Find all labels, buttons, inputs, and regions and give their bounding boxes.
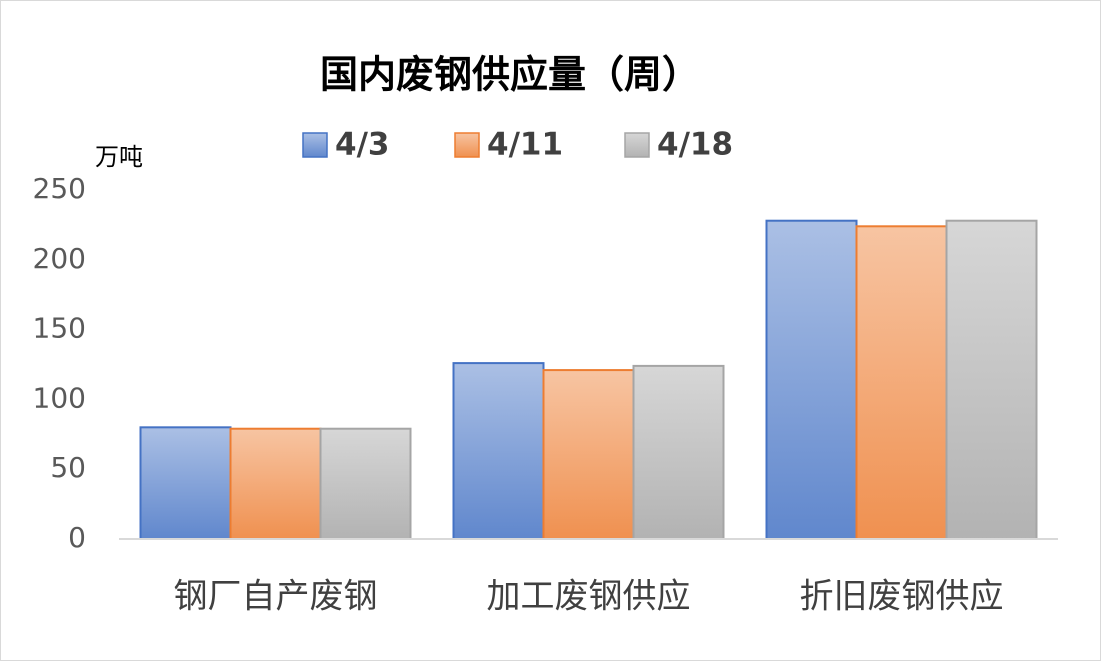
bar <box>542 369 635 541</box>
bar <box>765 219 858 540</box>
bar <box>632 364 725 540</box>
y-tick-label: 200 <box>33 242 86 275</box>
bar <box>319 427 412 540</box>
chart-title: 国内废钢供应量（周） <box>320 52 700 97</box>
legend-label: 4/18 <box>657 127 733 163</box>
legend-swatch <box>302 132 328 158</box>
y-tick-label: 50 <box>50 451 86 484</box>
legend-label: 4/3 <box>335 127 389 163</box>
x-tick-label: 钢厂自产废钢 <box>174 577 378 617</box>
bar <box>229 427 322 540</box>
bar <box>452 362 545 540</box>
legend-label: 4/11 <box>487 127 563 163</box>
y-tick-label: 0 <box>68 521 86 554</box>
x-tick-label: 加工废钢供应 <box>487 577 691 617</box>
y-tick-label: 100 <box>33 381 86 414</box>
legend-swatch <box>454 132 480 158</box>
y-unit: 万吨 <box>95 143 143 171</box>
y-tick-label: 250 <box>33 172 86 205</box>
bar <box>945 219 1038 540</box>
y-tick-label: 150 <box>33 312 86 345</box>
x-tick-label: 折旧废钢供应 <box>800 577 1004 617</box>
bar <box>855 225 948 541</box>
bar <box>139 426 232 541</box>
legend-swatch <box>624 132 650 158</box>
